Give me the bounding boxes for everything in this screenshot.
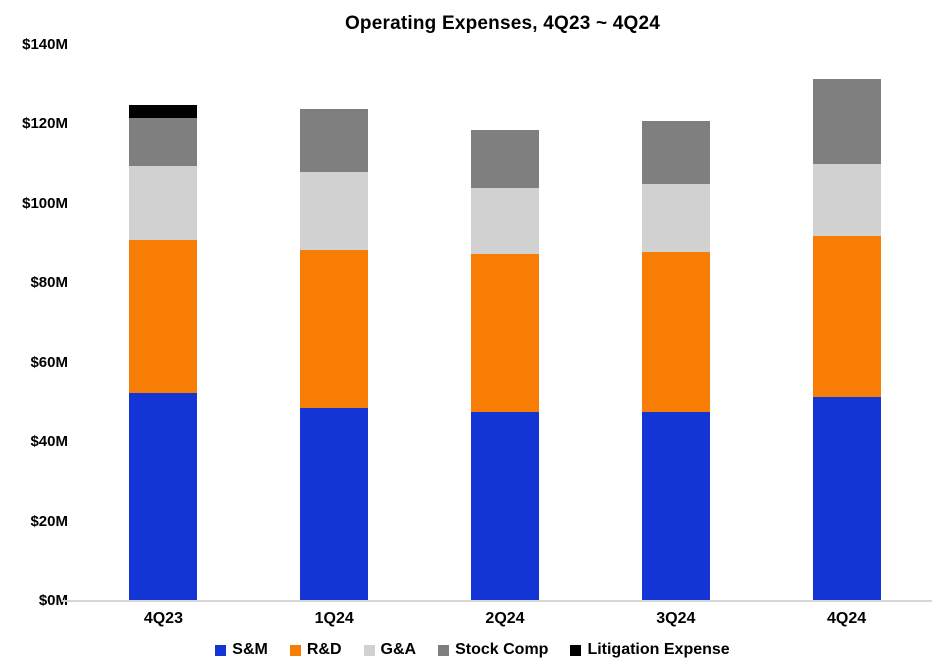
legend-swatch-stock-comp [438, 644, 450, 656]
legend-swatch-r-d [289, 644, 301, 656]
bar-4q23 [129, 104, 198, 601]
y-axis: $140M $120M $100M $80M $60M $40M $20M $0M [0, 36, 68, 609]
x-tick-label-3q24: 3Q24 [656, 610, 696, 627]
segment-s-m-4q23 [129, 392, 198, 601]
segment-stock-comp-3q24 [641, 120, 710, 185]
x-axis-line [62, 600, 932, 602]
legend: S&M R&D G&A Stock Comp Litigation Expense [0, 641, 945, 659]
y-tick-label-40m: $40M [30, 433, 68, 451]
segment-r-d-4q23 [129, 239, 198, 393]
segment-g-a-2q24 [470, 188, 539, 254]
y-tick-label-0m: $0M [38, 592, 68, 609]
plot-area [62, 45, 932, 602]
segment-r-d-3q24 [641, 251, 710, 413]
legend-label-g-a: G&A [380, 641, 417, 658]
legend-item-s-m: S&M [215, 641, 268, 659]
bar-column-4q24 [761, 45, 932, 601]
legend-swatch-litigation-expense [570, 644, 582, 656]
segment-r-d-1q24 [300, 249, 369, 409]
segment-g-a-3q24 [641, 184, 710, 252]
segment-s-m-1q24 [300, 408, 369, 601]
legend-item-r-d: R&D [289, 641, 342, 659]
y-tick-label-140m: $140M [22, 36, 68, 53]
y-tick-label-120m: $120M [22, 115, 68, 133]
bar-column-1q24 [249, 45, 420, 601]
segment-stock-comp-1q24 [300, 108, 369, 173]
x-tick-label-4q23: 4Q23 [143, 610, 183, 627]
legend-item-litigation-expense: Litigation Expense [570, 641, 730, 659]
bar-group [78, 45, 932, 601]
x-tick-label-1q24: 1Q24 [314, 610, 354, 627]
segment-g-a-4q24 [812, 164, 881, 236]
segment-stock-comp-2q24 [470, 130, 539, 189]
legend-item-g-a: G&A [363, 641, 417, 659]
bar-column-3q24 [590, 45, 761, 601]
y-tick-label-60m: $60M [30, 353, 68, 371]
segment-r-d-2q24 [470, 253, 539, 413]
legend-label-s-m: S&M [232, 641, 268, 658]
legend-label-litigation-expense: Litigation Expense [587, 641, 730, 658]
segment-s-m-2q24 [470, 412, 539, 601]
legend-swatch-g-a [363, 644, 375, 656]
bar-3q24 [641, 120, 710, 601]
legend-item-stock-comp: Stock Comp [438, 641, 548, 659]
segment-stock-comp-4q24 [812, 78, 881, 165]
bar-1q24 [300, 108, 369, 601]
segment-s-m-3q24 [641, 412, 710, 601]
y-tick-label-80m: $80M [30, 274, 68, 292]
x-tick-label-4q24: 4Q24 [827, 610, 867, 627]
x-tick-label-2q24: 2Q24 [485, 610, 525, 627]
y-tick-label-20m: $20M [30, 512, 68, 530]
segment-g-a-4q23 [129, 166, 198, 240]
legend-swatch-s-m [215, 644, 227, 656]
bar-2q24 [470, 130, 539, 601]
x-axis: 4Q23 1Q24 2Q24 3Q24 4Q24 [78, 610, 932, 628]
legend-label-stock-comp: Stock Comp [455, 641, 549, 658]
bar-column-4q23 [78, 45, 249, 601]
chart-title: Operating Expenses, 4Q23 ~ 4Q24 [344, 13, 661, 34]
bar-column-2q24 [420, 45, 591, 601]
legend-label-r-d: R&D [306, 641, 342, 658]
bar-4q24 [812, 78, 881, 601]
segment-s-m-4q24 [812, 396, 881, 601]
segment-r-d-4q24 [812, 235, 881, 397]
segment-g-a-1q24 [300, 172, 369, 250]
y-tick-label-100m: $100M [22, 194, 68, 212]
segment-litigation-expense-4q23 [129, 104, 198, 119]
segment-stock-comp-4q23 [129, 118, 198, 167]
